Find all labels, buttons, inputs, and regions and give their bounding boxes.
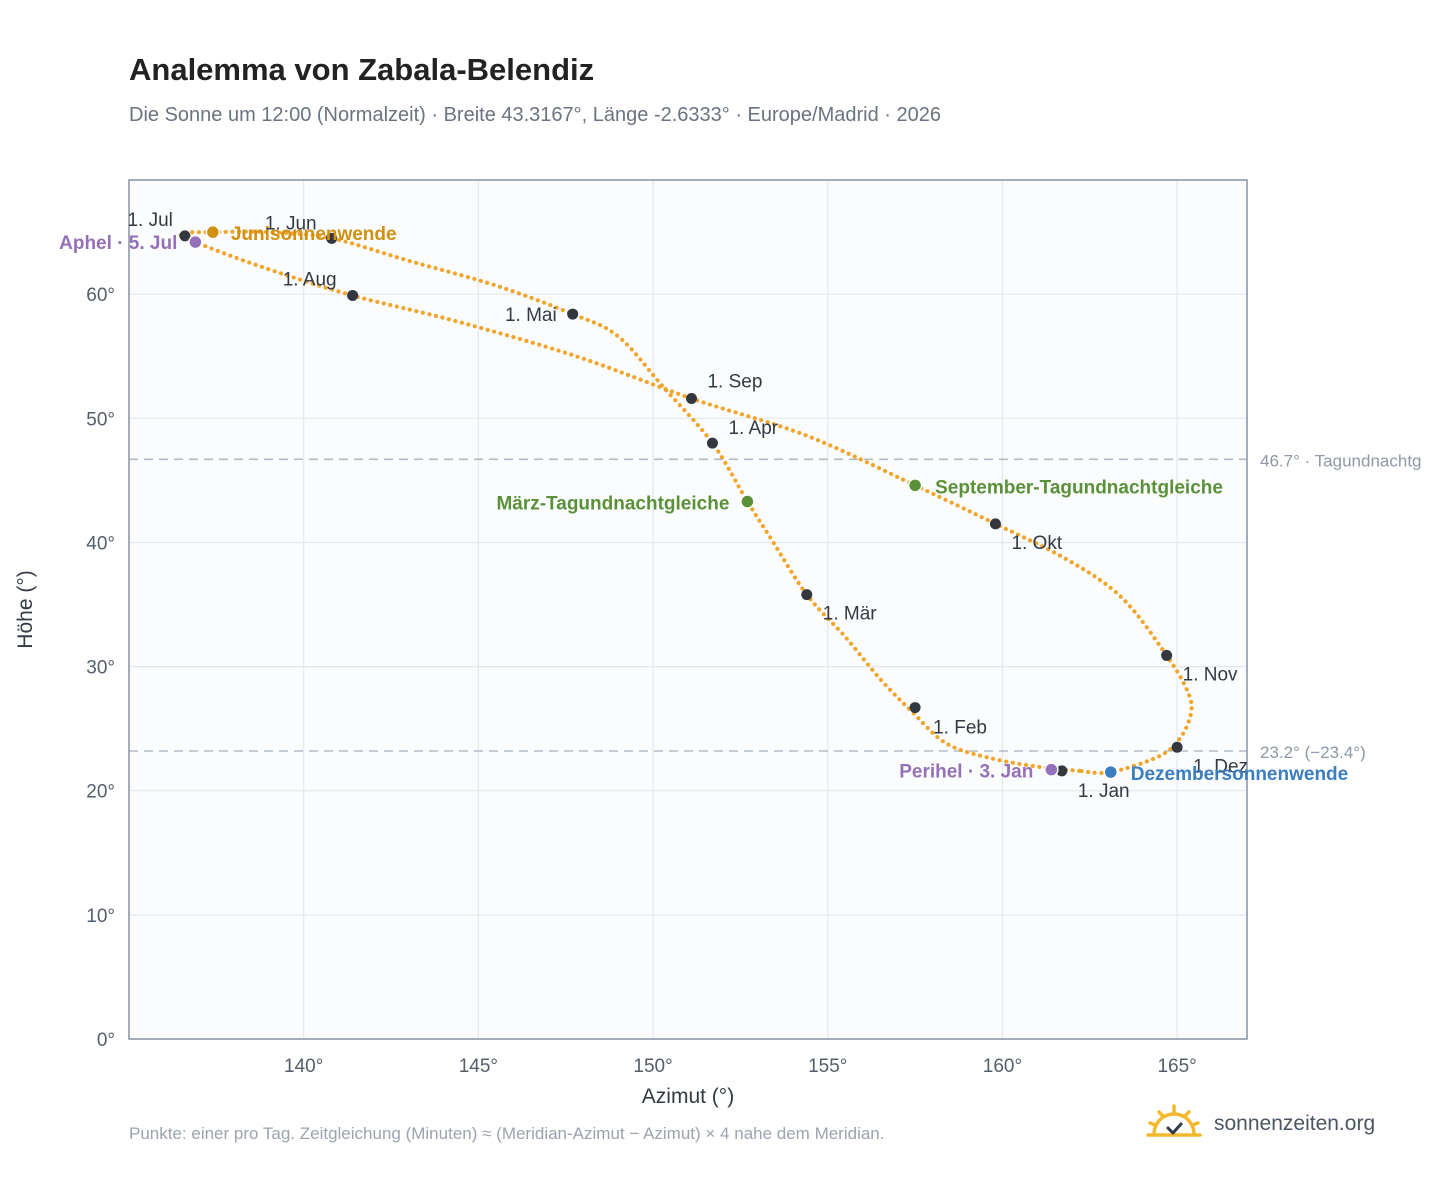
- chart-footnote: Punkte: einer pro Tag. Zeitgleichung (Mi…: [129, 1124, 885, 1143]
- month-marker: [179, 230, 191, 242]
- month-label: 1. Aug: [283, 269, 337, 290]
- month-marker: [326, 232, 338, 244]
- month-label: 1. Okt: [1011, 533, 1062, 554]
- x-tick-label: 145°: [459, 1056, 498, 1077]
- month-marker: [347, 289, 359, 301]
- event-label: März-Tagundnachtgleiche: [496, 494, 729, 515]
- sun-logo-icon: [1146, 1104, 1202, 1137]
- event-marker: [205, 224, 221, 240]
- month-label: 1. Jan: [1078, 781, 1130, 802]
- x-tick-label: 160°: [983, 1056, 1022, 1077]
- month-label: 1. Jun: [265, 213, 317, 234]
- reference-line-label: 46.7° · Tagundnachtg: [1260, 451, 1422, 470]
- x-tick-label: 140°: [284, 1056, 323, 1077]
- chart-subtitle: Die Sonne um 12:00 (Normalzeit) · Breite…: [129, 104, 942, 126]
- plot-background: [129, 180, 1247, 1039]
- month-marker: [1171, 741, 1183, 753]
- gridlines: [129, 180, 1247, 1040]
- event-marker: [188, 234, 203, 250]
- y-tick-label: 50°: [86, 409, 115, 430]
- month-label: 1. Feb: [933, 718, 987, 739]
- y-tick-label: 0°: [97, 1030, 115, 1051]
- y-tick-label: 40°: [86, 533, 115, 554]
- brand-logo: sonnenzeiten.org: [1146, 1102, 1375, 1146]
- month-label: 1. Mai: [505, 305, 557, 326]
- event-marker: [907, 478, 923, 493]
- y-axis-title: Höhe (°): [14, 570, 37, 648]
- month-label: 1. Sep: [707, 371, 762, 392]
- x-tick-label: 150°: [633, 1056, 672, 1077]
- x-axis-title: Azimut (°): [642, 1085, 734, 1108]
- reference-line-label: 23.2° (−23.4°): [1260, 743, 1366, 762]
- event-label: Perihel · 3. Jan: [899, 762, 1033, 783]
- event-marker: [1044, 762, 1059, 777]
- month-label: 1. Jul: [127, 210, 172, 231]
- plot-border: [128, 179, 1248, 1040]
- month-marker: [1161, 649, 1173, 661]
- month-label: 1. Dez: [1193, 756, 1248, 777]
- chart-title: Analemma von Zabala-Belendiz: [129, 52, 595, 87]
- event-label: Dezembersonnenwende: [1131, 764, 1349, 785]
- month-label: 1. Mär: [823, 604, 878, 625]
- event-marker: [740, 494, 755, 509]
- month-label: 1. Nov: [1183, 664, 1238, 685]
- month-marker: [706, 437, 718, 449]
- month-marker: [989, 518, 1001, 530]
- y-tick-label: 60°: [86, 285, 115, 306]
- month-marker: [567, 308, 579, 320]
- y-tick-label: 20°: [86, 782, 115, 803]
- event-label: Junisonnenwende: [231, 224, 397, 245]
- y-tick-label: 30°: [86, 658, 115, 679]
- x-tick-label: 165°: [1157, 1056, 1196, 1077]
- month-marker: [1056, 765, 1068, 777]
- event-label: Aphel · 5. Jul: [59, 233, 177, 254]
- brand-name: sonnenzeiten.org: [1214, 1112, 1376, 1135]
- event-marker: [1103, 764, 1118, 780]
- y-tick-label: 10°: [86, 906, 115, 927]
- month-marker: [909, 702, 921, 714]
- month-marker: [801, 589, 813, 601]
- month-marker: [685, 392, 697, 404]
- event-label: September-Tagundnachtgleiche: [935, 477, 1223, 498]
- x-tick-label: 155°: [808, 1056, 847, 1077]
- month-label: 1. Apr: [728, 418, 778, 439]
